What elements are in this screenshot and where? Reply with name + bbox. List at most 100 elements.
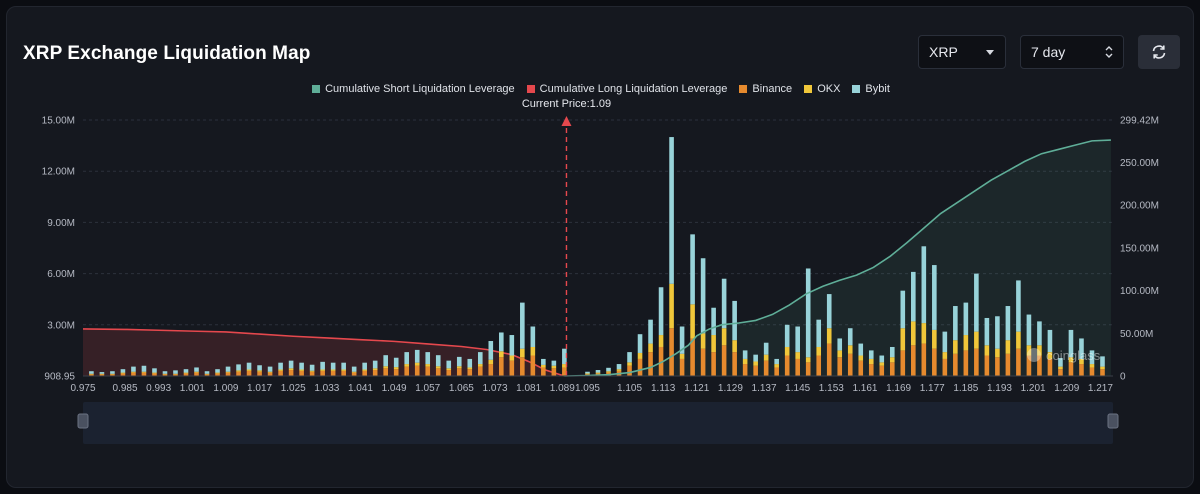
bar-bybit — [393, 357, 399, 368]
y-left-tick-label: 12.00M — [42, 167, 75, 178]
bar-binance — [953, 353, 958, 376]
bar-okx — [911, 321, 916, 346]
legend-item-bybit[interactable]: Bybit — [852, 83, 890, 95]
bar-bybit — [120, 369, 126, 373]
zoom-handle-left[interactable] — [77, 413, 89, 429]
bar-binance — [404, 366, 410, 376]
bar-binance — [911, 345, 916, 376]
bar-bybit — [267, 366, 273, 372]
bar-binance — [309, 371, 315, 376]
bar-bybit — [414, 349, 420, 363]
bar-bybit — [658, 287, 664, 336]
bar-bybit — [320, 361, 325, 370]
x-tick-label: 1.025 — [281, 383, 306, 394]
bar-bybit — [194, 367, 199, 372]
bar-okx — [120, 372, 126, 374]
x-tick-label: 1.209 — [1054, 383, 1079, 394]
coin-select[interactable]: XRP — [918, 35, 1006, 69]
time-range-select[interactable]: 7 day — [1020, 35, 1124, 69]
bar-bybit — [372, 360, 378, 369]
x-tick-label: 1.217 — [1088, 383, 1113, 394]
bar-bybit — [816, 319, 822, 347]
bar-binance — [520, 357, 525, 376]
bar-okx — [183, 372, 189, 374]
bar-bybit — [879, 355, 885, 363]
bar-okx — [110, 373, 115, 375]
bar-binance — [1068, 362, 1074, 376]
bar-okx — [627, 362, 632, 366]
bar-bybit — [1079, 338, 1084, 359]
legend-item-okx[interactable]: OKX — [804, 83, 840, 95]
bar-bybit — [868, 350, 874, 359]
refresh-button[interactable] — [1138, 35, 1180, 69]
bar-binance — [721, 345, 727, 376]
bar-okx — [1079, 358, 1084, 365]
bar-okx — [141, 371, 147, 373]
bar-bybit — [1016, 280, 1021, 332]
bar-okx — [616, 369, 622, 371]
x-tick-label: 1.137 — [752, 383, 777, 394]
legend-item-binance[interactable]: Binance — [739, 83, 792, 95]
bar-bybit — [616, 364, 622, 370]
bar-bybit — [784, 324, 790, 347]
x-tick-label: 1.177 — [920, 383, 945, 394]
bar-okx — [541, 364, 546, 368]
bar-bybit — [1026, 314, 1032, 346]
bar-binance — [1047, 358, 1053, 376]
bar-okx — [690, 304, 695, 339]
bar-okx — [131, 371, 136, 373]
x-tick-label: 1.193 — [987, 383, 1012, 394]
bar-okx — [89, 373, 94, 375]
bar-bybit — [711, 307, 716, 336]
bar-binance — [278, 370, 283, 376]
bar-bybit — [637, 334, 643, 353]
bar-bybit — [1037, 321, 1042, 346]
bar-okx — [1068, 357, 1074, 363]
x-tick-label: 1.161 — [852, 383, 877, 394]
bar-binance — [711, 352, 716, 376]
bar-bybit — [1047, 329, 1053, 353]
x-tick-label: 1.049 — [382, 383, 407, 394]
bar-binance — [330, 370, 336, 376]
bar-bybit — [425, 352, 431, 365]
bar-okx — [152, 372, 157, 374]
legend-item-short-leverage[interactable]: Cumulative Short Liquidation Leverage — [312, 83, 515, 95]
bar-binance — [753, 365, 758, 376]
zoom-handle-right[interactable] — [1107, 413, 1119, 429]
legend-item-long-leverage[interactable]: Cumulative Long Liquidation Leverage — [526, 83, 727, 95]
bar-okx — [963, 335, 969, 351]
bar-okx — [700, 333, 706, 349]
bar-bybit — [1005, 306, 1011, 341]
x-tick-label: 1.201 — [1021, 383, 1046, 394]
bar-binance — [288, 370, 294, 376]
legend-label: Cumulative Short Liquidation Leverage — [325, 83, 515, 95]
bar-binance — [732, 352, 737, 376]
bar-okx — [215, 372, 220, 374]
bar-bybit — [162, 371, 168, 374]
bar-bybit — [288, 360, 294, 369]
bar-binance — [162, 374, 168, 376]
bar-okx — [173, 373, 178, 375]
bar-binance — [152, 373, 157, 376]
bar-bybit — [477, 352, 483, 365]
bar-binance — [690, 338, 695, 376]
x-tick-label: 1.129 — [718, 383, 743, 394]
bar-okx — [341, 369, 346, 371]
x-tick-label: 1.041 — [348, 383, 373, 394]
bar-bybit — [509, 335, 515, 356]
bar-bybit — [435, 355, 441, 367]
y-left-tick-label: 908.95 — [44, 371, 75, 382]
current-price-label: Current Price:1.09 — [522, 98, 611, 110]
bar-binance — [341, 370, 346, 376]
bar-bybit — [341, 362, 346, 370]
bar-bybit — [889, 346, 895, 358]
legend-swatch — [739, 85, 748, 93]
bar-binance — [847, 353, 853, 376]
bar-okx — [194, 371, 199, 373]
legend-label: Binance — [752, 83, 793, 95]
bar-bybit — [679, 326, 685, 354]
bar-binance — [257, 371, 262, 376]
bar-binance — [173, 374, 178, 376]
legend-label: Bybit — [865, 83, 890, 95]
y-right-tick-label: 250.00M — [1120, 158, 1159, 169]
